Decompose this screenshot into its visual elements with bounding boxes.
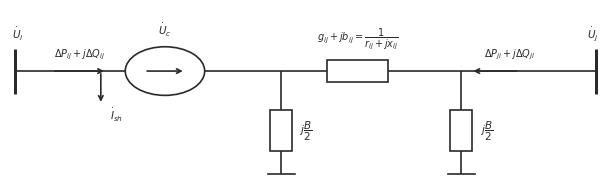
Text: $\dot{U}_i$: $\dot{U}_i$ <box>12 26 24 43</box>
Bar <box>270 110 292 151</box>
Text: $\dot{U}_j$: $\dot{U}_j$ <box>587 25 599 43</box>
Bar <box>450 110 472 151</box>
Text: $\dot{U}_c$: $\dot{U}_c$ <box>158 22 172 39</box>
Text: $\Delta P_{ij}+j\Delta Q_{ij}$: $\Delta P_{ij}+j\Delta Q_{ij}$ <box>54 47 105 62</box>
Text: $\dot{I}_{sh}$: $\dot{I}_{sh}$ <box>110 107 123 124</box>
Bar <box>327 60 388 82</box>
Text: $j\dfrac{B}{2}$: $j\dfrac{B}{2}$ <box>480 119 493 142</box>
Text: $\Delta P_{ji}+j\Delta Q_{ji}$: $\Delta P_{ji}+j\Delta Q_{ji}$ <box>485 47 536 62</box>
Text: $j\dfrac{B}{2}$: $j\dfrac{B}{2}$ <box>299 119 313 142</box>
Text: $g_{ij}+jb_{ij}=\dfrac{1}{r_{ij}+jx_{ij}}$: $g_{ij}+jb_{ij}=\dfrac{1}{r_{ij}+jx_{ij}… <box>316 27 398 52</box>
